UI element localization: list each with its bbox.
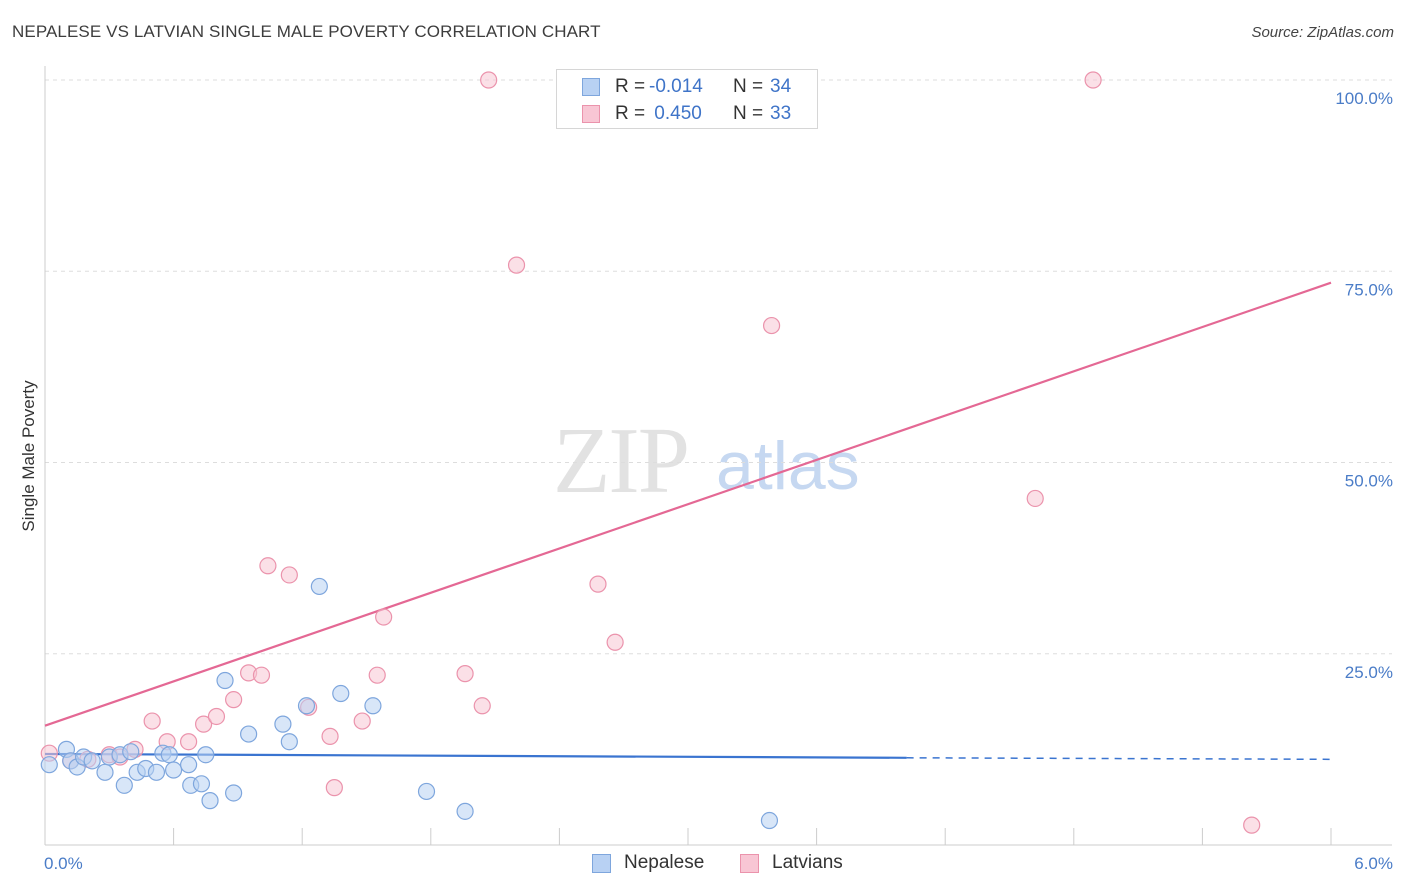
legend-row-nepalese: R = -0.014 N = 34 <box>557 74 817 101</box>
latvian-point[interactable] <box>507 256 526 274</box>
latvian-point[interactable] <box>606 633 624 651</box>
latvian-point[interactable] <box>225 691 243 709</box>
nepalese-point[interactable] <box>201 792 219 810</box>
legend-n-value: 34 <box>770 76 792 97</box>
y-tick-labels: 25.0% 50.0% 75.0% 100.0% <box>1335 89 1393 682</box>
nepalese-point[interactable] <box>225 784 243 802</box>
nepalese-point[interactable] <box>456 802 474 820</box>
nepalese-point[interactable] <box>240 725 258 743</box>
latvian-point[interactable] <box>473 697 491 715</box>
x-tick-labels: 0.0% 6.0% <box>44 854 1393 873</box>
y-tick-label: 25.0% <box>1345 663 1393 682</box>
legend-r-value: 0.450 <box>649 103 702 124</box>
x-tick-label-min: 0.0% <box>44 854 83 873</box>
latvian-trend-line <box>44 281 1332 727</box>
nepalese-point[interactable] <box>180 756 198 774</box>
latvian-point[interactable] <box>762 316 781 335</box>
latvian-point[interactable] <box>325 779 343 797</box>
trend-lines <box>44 281 1332 761</box>
nepalese-point[interactable] <box>83 752 101 770</box>
legend-n-label: N = <box>733 103 764 124</box>
latvian-point[interactable] <box>207 707 226 726</box>
nepalese-point[interactable] <box>40 756 58 774</box>
nepalese-legend-swatch <box>592 854 611 873</box>
latvians-legend-label: Latvians <box>772 852 843 873</box>
x-tick-label-max: 6.0% <box>1354 854 1393 873</box>
chart-title: NEPALESE VS LATVIAN SINGLE MALE POVERTY … <box>12 22 601 41</box>
nepalese-point[interactable] <box>165 761 183 779</box>
y-tick-label: 75.0% <box>1345 280 1393 299</box>
nepalese-point[interactable] <box>297 697 316 715</box>
y-tick-label: 100.0% <box>1335 89 1393 108</box>
nepalese-point[interactable] <box>310 577 328 596</box>
latvian-point[interactable] <box>1243 816 1261 834</box>
correlation-legend: R = -0.014 N = 34 R = 0.450 N = 33 <box>556 69 818 129</box>
nepalese-point[interactable] <box>417 782 436 801</box>
latvian-point[interactable] <box>1026 489 1044 508</box>
nepalese-point[interactable] <box>147 763 166 781</box>
legend-r-value: -0.014 <box>649 76 703 97</box>
legend-n-value: 33 <box>770 103 792 124</box>
latvian-point[interactable] <box>480 71 498 89</box>
watermark: ZIP atlas <box>553 409 860 513</box>
chart-source: Source: ZipAtlas.com <box>1251 24 1394 41</box>
nepalese-point[interactable] <box>192 775 211 793</box>
latvian-point[interactable] <box>280 566 298 584</box>
latvian-point[interactable] <box>195 715 213 733</box>
nepalese-point[interactable] <box>332 684 350 703</box>
legend-r-label: R = <box>615 76 646 97</box>
latvians-legend-swatch <box>740 854 759 873</box>
data-points <box>40 71 1261 834</box>
latvian-point[interactable] <box>456 665 474 683</box>
nepalese-point[interactable] <box>274 715 292 733</box>
latvian-point[interactable] <box>1084 71 1102 89</box>
legend-r-label: R = <box>615 103 646 124</box>
nepalese-swatch <box>582 78 600 96</box>
nepalese-trend-line <box>44 752 907 759</box>
nepalese-trend-extension <box>906 757 1332 761</box>
axes <box>44 66 1392 846</box>
nepalese-point[interactable] <box>280 733 298 751</box>
latvian-point[interactable] <box>368 666 386 684</box>
latvian-point[interactable] <box>589 575 607 593</box>
latvian-point[interactable] <box>259 557 277 575</box>
y-axis-title: Single Male Poverty <box>19 380 38 532</box>
y-tick-label: 50.0% <box>1345 472 1393 491</box>
latvian-point[interactable] <box>143 712 161 730</box>
watermark-atlas: atlas <box>716 428 860 504</box>
gridlines <box>45 79 1392 655</box>
nepalese-point[interactable] <box>216 671 234 690</box>
latvians-swatch <box>582 105 600 123</box>
latvian-point[interactable] <box>180 733 198 751</box>
legend-row-latvians: R = 0.450 N = 33 <box>557 101 817 128</box>
nepalese-point[interactable] <box>760 811 779 830</box>
latvian-point[interactable] <box>252 666 271 684</box>
latvian-point[interactable] <box>353 712 371 730</box>
nepalese-legend-label: Nepalese <box>624 852 705 873</box>
x-ticks <box>44 828 1332 845</box>
nepalese-point[interactable] <box>197 746 215 764</box>
nepalese-point[interactable] <box>115 776 133 794</box>
nepalese-point[interactable] <box>160 746 178 764</box>
latvian-point[interactable] <box>321 727 339 745</box>
latvian-point[interactable] <box>375 608 393 626</box>
nepalese-point[interactable] <box>122 743 140 761</box>
nepalese-point[interactable] <box>96 763 114 781</box>
nepalese-point[interactable] <box>364 697 382 715</box>
watermark-zip: ZIP <box>553 409 688 513</box>
legend-n-label: N = <box>733 76 764 97</box>
